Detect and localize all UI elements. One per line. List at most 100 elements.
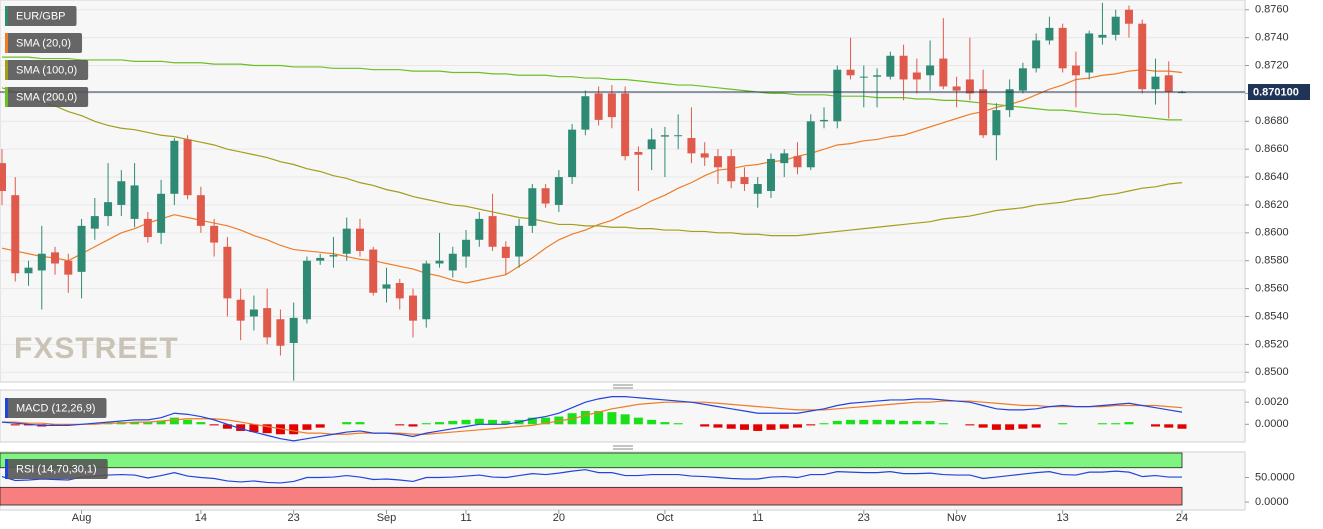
- candle-body: [568, 129, 577, 178]
- macd-histogram-bar: [1005, 424, 1015, 430]
- macd-histogram-bar: [222, 424, 232, 429]
- candle-body: [409, 295, 418, 321]
- candle-body: [634, 151, 643, 155]
- candle-body: [157, 193, 166, 233]
- y-tick-label: 0.8760: [1255, 4, 1289, 16]
- candle-body: [435, 260, 444, 264]
- legend-label: SMA (20,0): [16, 37, 71, 49]
- candle-body: [859, 76, 868, 78]
- candle-body: [395, 283, 404, 299]
- macd-histogram-bar: [196, 422, 206, 425]
- y-tick-label: 0.0000: [1255, 418, 1289, 430]
- macd-histogram-bar: [753, 424, 763, 431]
- macd-histogram-bar: [739, 424, 749, 430]
- candle-body: [753, 184, 762, 194]
- macd-histogram-bar: [315, 424, 325, 428]
- candle-body: [223, 246, 232, 299]
- candle-body: [607, 93, 616, 118]
- macd-histogram-bar: [726, 424, 736, 429]
- legend-box: [5, 6, 77, 26]
- legend-entry: MACD (12,26,9): [5, 398, 107, 418]
- x-tick-label: 14: [195, 512, 207, 524]
- macd-histogram-bar: [262, 424, 272, 434]
- legend-entry: SMA (20,0): [5, 33, 83, 53]
- legend-swatch: [5, 33, 8, 53]
- macd-histogram-bar: [580, 411, 590, 425]
- candle-body: [24, 267, 33, 274]
- x-tick-label: 11: [752, 512, 763, 524]
- watermark: FXSTREET: [14, 332, 179, 365]
- candle-body: [1124, 9, 1133, 24]
- macd-histogram-bar: [925, 420, 935, 425]
- macd-histogram-bar: [501, 420, 511, 425]
- macd-histogram-bar: [938, 423, 948, 425]
- macd-histogram-bar: [713, 424, 723, 428]
- candle-body: [581, 96, 590, 130]
- candle-body: [263, 308, 272, 338]
- macd-histogram-bar: [408, 424, 418, 427]
- macd-histogram-bar: [249, 424, 259, 433]
- macd-histogram-bar: [1097, 423, 1107, 425]
- macd-histogram-bar: [183, 419, 193, 425]
- macd-histogram-bar: [1150, 424, 1160, 427]
- macd-histogram-bar: [660, 422, 670, 425]
- y-tick-label: 0.0000: [1255, 496, 1289, 508]
- candle-body: [700, 153, 709, 158]
- macd-histogram-bar: [10, 424, 20, 426]
- candle-body: [51, 252, 60, 264]
- macd-histogram-bar: [1058, 423, 1068, 425]
- macd-histogram-bar: [673, 423, 683, 425]
- x-tick-label: 20: [553, 512, 565, 524]
- candle-body: [475, 218, 484, 240]
- candle-body: [90, 216, 99, 229]
- legend-box: [5, 87, 89, 107]
- macd-histogram-bar: [169, 417, 179, 425]
- macd-histogram-bar: [143, 422, 153, 425]
- candle-body: [77, 225, 86, 272]
- macd-histogram-bar: [647, 419, 657, 425]
- legend-entry: SMA (200,0): [5, 87, 89, 107]
- macd-histogram-bar: [302, 424, 312, 430]
- candle-body: [833, 69, 842, 122]
- macd-histogram-bar: [1177, 424, 1187, 429]
- macd-line: [1, 396, 1183, 442]
- candle-body: [236, 299, 245, 321]
- legend-box: [5, 33, 83, 53]
- macd-histogram-bar: [527, 417, 537, 425]
- y-tick-label: 0.8720: [1255, 59, 1289, 71]
- candle-body: [210, 225, 219, 243]
- candle-body: [64, 260, 73, 275]
- x-tick-label: Nov: [947, 512, 967, 524]
- oversold-band: [0, 486, 1183, 506]
- candle-body: [104, 202, 113, 217]
- candle-body: [952, 86, 961, 91]
- y-tick-label: 0.0020: [1255, 396, 1289, 408]
- y-tick-label: 0.8560: [1255, 282, 1289, 294]
- candle-body: [873, 75, 882, 77]
- macd-histogram-bar: [872, 419, 882, 425]
- panel-resize-handle[interactable]: [613, 384, 633, 450]
- candle-body: [1032, 40, 1041, 69]
- candle-body: [515, 225, 524, 257]
- candle-body: [488, 216, 497, 247]
- candle-body: [660, 135, 669, 137]
- candle-body: [621, 93, 630, 157]
- legend-swatch: [5, 398, 8, 418]
- macd-histogram-bar: [859, 419, 869, 425]
- legend-swatch: [5, 6, 8, 26]
- macd-histogram-bar: [156, 420, 166, 425]
- macd-histogram-bar: [435, 422, 445, 425]
- macd-histogram-bar: [1111, 423, 1121, 425]
- candle-body: [355, 228, 364, 251]
- x-tick-label: Sep: [377, 512, 397, 524]
- candle-body: [965, 79, 974, 94]
- candle-body: [979, 89, 988, 136]
- candle-body: [501, 246, 510, 258]
- y-tick-label: 0.8500: [1255, 366, 1289, 378]
- candle-body: [820, 119, 829, 122]
- y-tick-label: 0.8740: [1255, 32, 1289, 44]
- macd-histogram-bar: [448, 420, 458, 425]
- macd-histogram-bar: [633, 417, 643, 425]
- candle-body: [316, 257, 325, 261]
- macd-histogram-bar: [461, 419, 471, 425]
